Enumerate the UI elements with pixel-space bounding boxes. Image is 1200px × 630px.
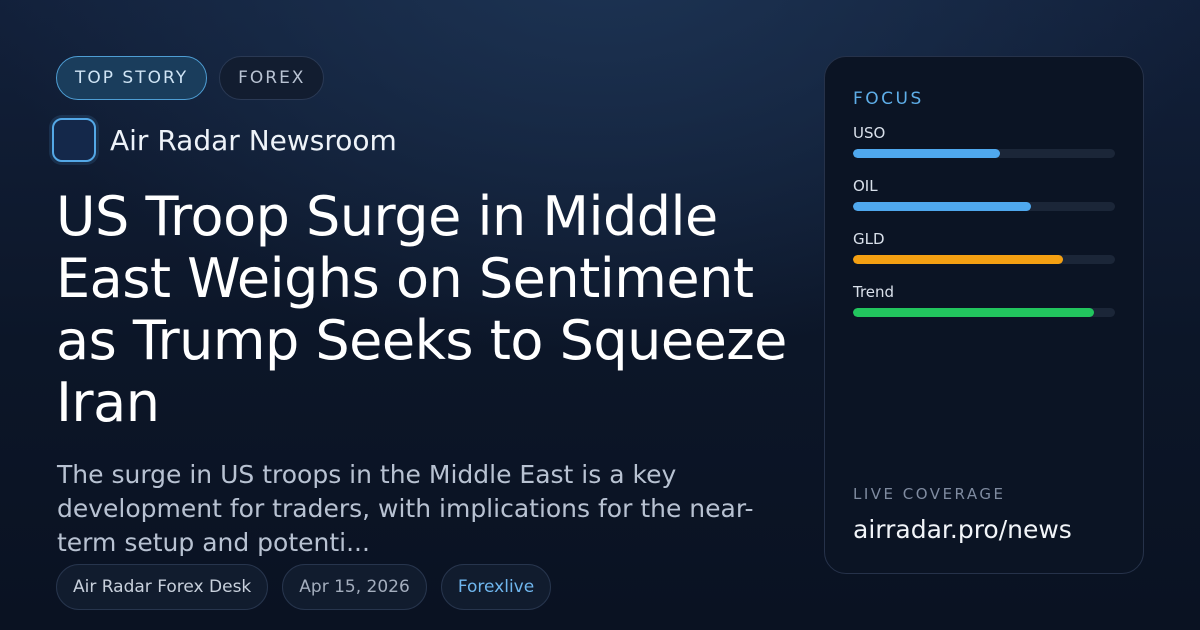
live-coverage-label: LIVE COVERAGE: [853, 485, 1006, 503]
focus-metric-track: [853, 202, 1115, 211]
article-summary: The surge in US troops in the Middle Eas…: [57, 460, 754, 557]
focus-panel: FOCUS USO OIL GLD Trend LIVE COVERAG: [824, 56, 1144, 574]
date-chip: Apr 15, 2026: [282, 564, 427, 610]
focus-metric-label: OIL: [853, 177, 878, 195]
brand: Air Radar Newsroom: [52, 118, 397, 162]
coverage-link[interactable]: airradar.pro/news: [853, 515, 1072, 544]
focus-metric-label: USO: [853, 124, 886, 142]
meta-row: Air Radar Forex Desk Apr 15, 2026 Forexl…: [56, 564, 552, 610]
focus-title: FOCUS: [853, 89, 924, 109]
focus-metric-trend: Trend: [853, 282, 1115, 317]
source-chip[interactable]: Forexlive: [440, 564, 552, 610]
focus-metric-fill: [853, 308, 1095, 317]
focus-metric-gld: GLD: [853, 229, 1115, 264]
tag-row: TOP STORY FOREX: [56, 56, 325, 100]
focus-metric-track: [853, 255, 1115, 264]
top-story-tag: TOP STORY: [56, 56, 208, 100]
focus-metric-oil: OIL: [853, 176, 1115, 211]
focus-metric-uso: USO: [853, 123, 1115, 158]
focus-metric-track: [853, 308, 1115, 317]
focus-metric-fill: [853, 149, 1000, 158]
focus-metric-fill: [853, 255, 1063, 264]
desk-chip: Air Radar Forex Desk: [56, 564, 269, 610]
focus-metric-fill: [853, 202, 1032, 211]
category-tag: FOREX: [219, 56, 325, 100]
focus-metric-label: GLD: [853, 230, 885, 248]
brand-name: Air Radar Newsroom: [110, 123, 397, 157]
focus-metric-track: [853, 149, 1115, 158]
focus-metric-label: Trend: [853, 283, 895, 301]
focus-metrics: USO OIL GLD Trend: [853, 123, 1115, 317]
brand-logo-icon: [52, 118, 96, 162]
headline: US Troop Surge in Middle East Weighs on …: [56, 185, 787, 434]
